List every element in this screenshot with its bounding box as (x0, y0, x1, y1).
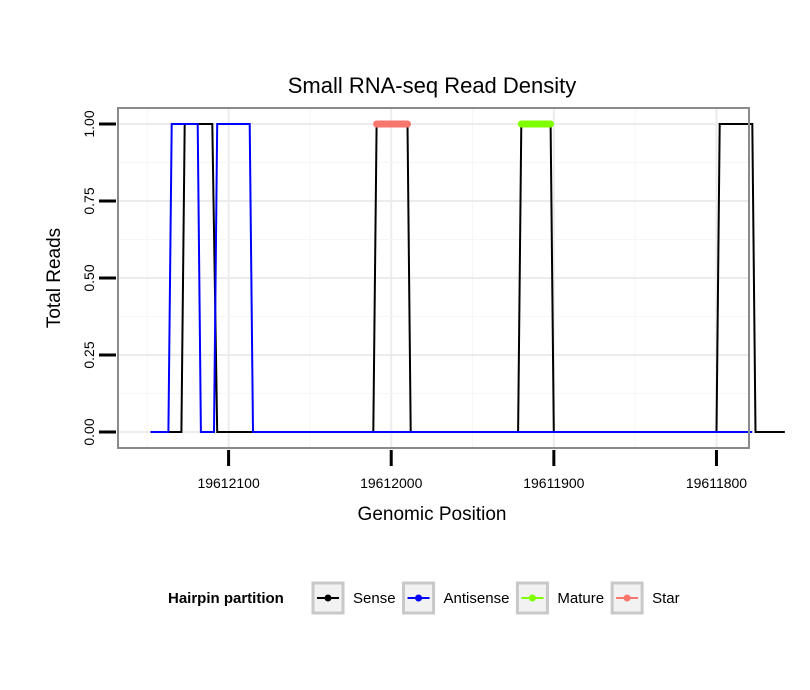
legend-key-point-antisense (415, 594, 423, 602)
legend-label-mature: Mature (557, 590, 604, 607)
series-layer (150, 120, 785, 433)
legend-key-point-mature (528, 594, 536, 602)
legend-label-star: Star (652, 590, 680, 607)
axes: 0.00 0.25 0.50 0.75 1.00 19612100 19612000 1961… (81, 110, 747, 491)
legend-label-sense: Sense (353, 590, 396, 607)
y-tick-label: 1.00 (81, 110, 97, 137)
plot-border (117, 107, 750, 449)
x-tick-label: 19611800 (686, 475, 747, 491)
series-antisense-line (150, 123, 753, 433)
legend: Hairpin partition Sense Antisense Mature St… (168, 581, 680, 615)
x-axis-title: Genomic Position (358, 504, 507, 525)
y-tick-label: 0.75 (81, 187, 97, 214)
chart-title: Small RNA-seq Read Density (288, 73, 577, 98)
legend-title: Hairpin partition (168, 590, 284, 607)
x-tick-label: 19612100 (197, 475, 260, 491)
legend-key-point-sense (324, 594, 332, 602)
y-axis-title: Total Reads (44, 228, 65, 328)
x-tick-label: 19611900 (523, 475, 584, 491)
y-tick-label: 0.25 (81, 341, 97, 368)
x-tick-label: 19612000 (360, 475, 423, 491)
y-tick-label: 0.00 (81, 418, 97, 445)
grid (118, 108, 749, 448)
legend-label-antisense: Antisense (444, 590, 510, 607)
legend-key-point-star (623, 594, 631, 602)
y-tick-label: 0.50 (81, 264, 97, 291)
